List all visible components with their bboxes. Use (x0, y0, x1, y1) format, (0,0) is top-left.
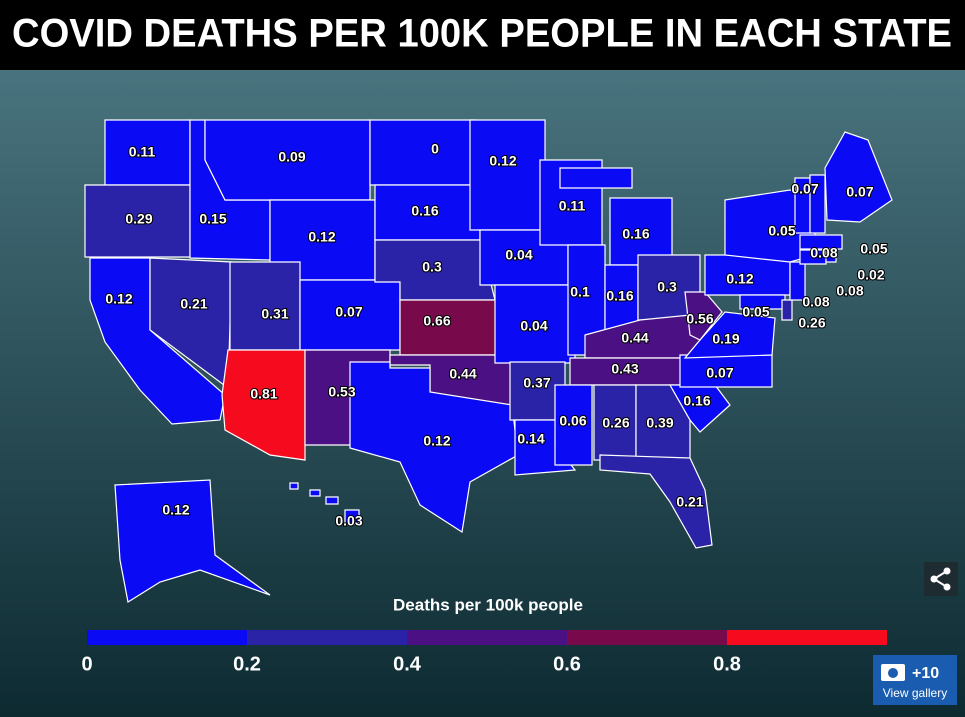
state-value-label: 0.31 (261, 306, 288, 322)
state-value-label: 0.07 (706, 365, 733, 381)
state-value-label: 0.3 (422, 259, 442, 275)
legend-tick-label: 0.8 (713, 653, 741, 675)
gallery-count: +10 (912, 665, 939, 682)
state-value-label: 0.06 (559, 413, 586, 429)
state-value-label: 0.09 (278, 149, 305, 165)
state (114, 479, 271, 603)
gallery-button[interactable]: +10 View gallery (873, 655, 957, 705)
state (799, 234, 843, 250)
state (469, 119, 546, 231)
state-value-label: 0.04 (505, 247, 532, 263)
state-value-label: 0.16 (683, 393, 710, 409)
state-value-label: 0.21 (180, 296, 207, 312)
legend-title: Deaths per 100k people (393, 595, 583, 614)
state-value-label: 0.12 (489, 153, 516, 169)
state-value-label: 0.08 (836, 283, 863, 299)
state (309, 489, 321, 497)
state (781, 299, 793, 321)
state-value-label: 0.12 (726, 271, 753, 287)
state (684, 291, 723, 341)
map (84, 119, 893, 603)
legend-tick-label: 0.2 (233, 653, 261, 675)
state-value-label: 0.05 (768, 223, 795, 239)
legend-tick-label: 0.4 (393, 653, 422, 675)
state-value-label: 0.05 (860, 241, 887, 257)
state (824, 131, 893, 223)
state-value-label: 0.08 (802, 294, 829, 310)
state-value-label: 0.12 (423, 433, 450, 449)
state-value-label: 0.56 (686, 311, 713, 327)
state-value-label: 0.44 (621, 330, 648, 346)
state (289, 482, 299, 490)
state (559, 167, 633, 189)
state-value-label: 0.04 (520, 318, 547, 334)
legend-swatch (567, 630, 727, 645)
state-value-label: 0.39 (646, 415, 673, 431)
state-value-label: 0.14 (517, 431, 544, 447)
legend: 0 0.2 0.4 0.6 0.8 (81, 630, 887, 675)
state-value-label: 0.07 (846, 184, 873, 200)
state-value-label: 0.08 (810, 245, 837, 261)
state-value-label: 0.66 (423, 313, 450, 329)
share-button[interactable] (924, 562, 958, 596)
state (325, 496, 339, 505)
state-value-label: 0.1 (570, 284, 590, 300)
state-value-label: 0.11 (559, 198, 586, 214)
state-value-label: 0.81 (250, 386, 277, 402)
state-value-label: 0.16 (622, 226, 649, 242)
state-value-label: 0.02 (857, 267, 884, 283)
state-value-label: 0.16 (411, 203, 438, 219)
state-value-label: 0.07 (791, 181, 818, 197)
state (399, 299, 506, 356)
state-value-label: 0.3 (657, 279, 677, 295)
state-value-label: 0.03 (335, 513, 362, 529)
legend-tick-label: 0 (81, 653, 92, 675)
state-value-label: 0.26 (798, 315, 825, 331)
value-labels: 0.11 0.29 0.12 0.21 0.15 0.09 0.12 0.31 0.07 0.81… (104, 140, 888, 530)
legend-tick-label: 0.6 (553, 653, 581, 675)
state (683, 311, 776, 359)
state-value-label: 0.12 (162, 502, 189, 518)
state-value-label: 0 (431, 141, 439, 157)
state-value-label: 0.16 (606, 288, 633, 304)
state-value-label: 0.29 (125, 211, 152, 227)
state-value-label: 0.11 (129, 144, 156, 160)
legend-swatch (407, 630, 567, 645)
state (554, 384, 593, 466)
legend-swatch (87, 630, 247, 645)
title-bar (0, 0, 965, 70)
state-value-label: 0.21 (676, 494, 703, 510)
state-value-label: 0.12 (105, 291, 132, 307)
state (599, 454, 713, 549)
state-value-label: 0.07 (335, 304, 362, 320)
state-value-label: 0.12 (308, 229, 335, 245)
state (635, 384, 691, 461)
state-value-label: 0.53 (328, 384, 355, 400)
gallery-label: View gallery (883, 686, 947, 700)
state (809, 174, 826, 234)
state-value-label: 0.15 (199, 211, 226, 227)
state-value-label: 0.19 (712, 331, 739, 347)
state-value-label: 0.05 (742, 304, 769, 320)
title: COVID DEATHS PER 100K PEOPLE IN EACH STA… (12, 12, 952, 56)
state-value-label: 0.26 (602, 415, 629, 431)
state-value-label: 0.43 (611, 361, 638, 377)
legend-swatch (247, 630, 407, 645)
state (369, 119, 476, 186)
state-value-label: 0.37 (523, 375, 550, 391)
state (344, 509, 360, 525)
state-value-label: 0.44 (449, 366, 476, 382)
legend-swatch (727, 630, 887, 645)
state (799, 249, 827, 265)
